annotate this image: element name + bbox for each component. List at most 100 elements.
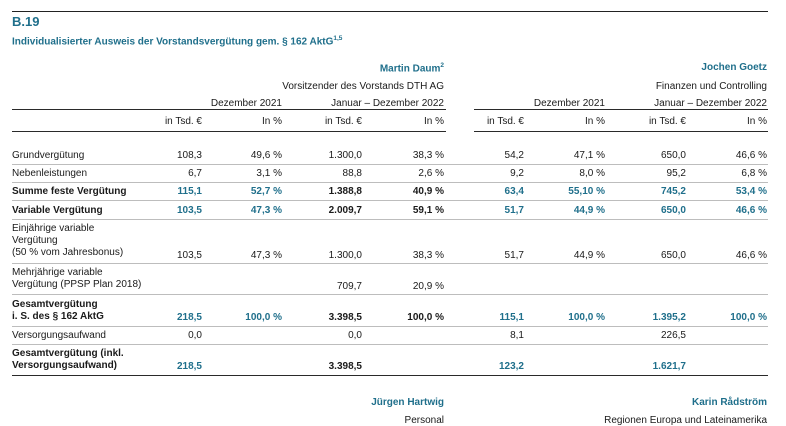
cell: 40,9 % xyxy=(412,186,444,197)
cell: 8,0 % xyxy=(579,168,605,179)
unit-tsd-1: in Tsd. € xyxy=(164,116,202,127)
cell: 47,3 % xyxy=(250,250,282,261)
cell: 100,0 % xyxy=(568,312,605,323)
cell: 100,0 % xyxy=(407,312,444,323)
cell: 1.621,7 xyxy=(652,361,686,372)
cell: 3.398,5 xyxy=(328,361,362,372)
cell: 51,7 xyxy=(504,250,524,261)
unit-tsd-2: in Tsd. € xyxy=(324,116,362,127)
row-divider xyxy=(12,294,768,295)
row-label-mehrjaehrige: Mehrjährige variable Vergütung (PPSP Pla… xyxy=(12,267,142,290)
person-name-2: Jochen Goetz xyxy=(701,62,767,73)
cell: 1.300,0 xyxy=(328,250,362,261)
cell: 709,7 xyxy=(336,281,362,292)
cell: 3,1 % xyxy=(256,168,282,179)
person-name-1: Martin Daum2 xyxy=(379,62,444,75)
cell: 650,0 xyxy=(660,205,686,216)
header-rule xyxy=(12,131,446,132)
row-divider xyxy=(12,219,768,220)
cell: 44,9 % xyxy=(573,205,605,216)
cell: 123,2 xyxy=(498,361,524,372)
cell: 218,5 xyxy=(176,312,202,323)
cell: 38,3 % xyxy=(412,250,444,261)
row-label-nebenleistungen: Nebenleistungen xyxy=(12,168,88,179)
cell: 1.300,0 xyxy=(328,150,362,161)
cell: 63,4 xyxy=(504,186,524,197)
cell: 9,2 xyxy=(510,168,524,179)
cell: 745,2 xyxy=(660,186,686,197)
cell: 46,6 % xyxy=(735,150,767,161)
cell: 55,10 % xyxy=(568,186,605,197)
row-label-versorgungsaufwand: Versorgungsaufwand xyxy=(12,330,106,341)
cell: 115,1 xyxy=(177,186,202,197)
person-name-3: Jürgen Hartwig xyxy=(371,397,444,408)
cell: 2,6 % xyxy=(418,168,444,179)
cell: 53,4 % xyxy=(735,186,767,197)
cell: 3.398,5 xyxy=(328,312,362,323)
unit-tsd-3: in Tsd. € xyxy=(486,116,524,127)
cell: 47,3 % xyxy=(250,205,282,216)
header-rule xyxy=(12,109,446,110)
cell: 46,6 % xyxy=(735,205,767,216)
cell: 650,0 xyxy=(660,250,686,261)
cell: 650,0 xyxy=(660,150,686,161)
cell: 52,7 % xyxy=(250,186,282,197)
row-label-grundverguetung: Grundvergütung xyxy=(12,150,85,161)
cell: 115,1 xyxy=(499,312,524,323)
cell: 103,5 xyxy=(176,250,202,261)
cell: 88,8 xyxy=(342,168,362,179)
row-divider xyxy=(12,326,768,327)
cell: 6,8 % xyxy=(741,168,767,179)
cell: 100,0 % xyxy=(245,312,282,323)
cell: 0,0 xyxy=(188,330,202,341)
table-bottom-rule xyxy=(12,375,768,376)
cell: 51,7 xyxy=(504,205,524,216)
row-label-gesamtverguetung: Gesamtvergütung i. S. des § 162 AktG xyxy=(12,299,104,322)
cell: 226,5 xyxy=(660,330,686,341)
top-rule xyxy=(12,11,768,12)
cell: 47,1 % xyxy=(573,150,605,161)
row-divider xyxy=(12,164,768,165)
person-role-2: Finanzen und Controlling xyxy=(655,81,767,92)
cell: 59,1 % xyxy=(412,205,444,216)
row-label-einjaehrige: Einjährige variable Vergütung (50 % vom … xyxy=(12,223,124,258)
cell: 44,9 % xyxy=(573,250,605,261)
cell: 2.009,7 xyxy=(328,205,362,216)
period-curr-2: Januar – Dezember 2022 xyxy=(654,98,767,109)
period-prev-1: Dezember 2021 xyxy=(210,98,282,109)
unit-pct-3: In % xyxy=(584,116,605,127)
cell: 46,6 % xyxy=(735,250,767,261)
cell: 103,5 xyxy=(176,205,202,216)
row-label-gesamt-inkl: Gesamtvergütung (inkl. Versorgungsaufwan… xyxy=(12,348,124,371)
person-role-1: Vorsitzender des Vorstands DTH AG xyxy=(282,81,444,92)
person-role-3: Personal xyxy=(404,415,444,426)
unit-tsd-4: in Tsd. € xyxy=(648,116,686,127)
unit-pct-1: In % xyxy=(261,116,282,127)
cell: 6,7 xyxy=(188,168,202,179)
cell: 8,1 xyxy=(510,330,524,341)
row-divider xyxy=(12,182,768,183)
cell: 38,3 % xyxy=(412,150,444,161)
cell: 0,0 xyxy=(348,330,362,341)
unit-pct-4: In % xyxy=(746,116,767,127)
row-divider xyxy=(12,344,768,345)
period-prev-2: Dezember 2021 xyxy=(533,98,605,109)
table-title: Individualisierter Ausweis der Vorstands… xyxy=(12,35,343,48)
cell: 108,3 xyxy=(176,150,202,161)
cell: 1.395,2 xyxy=(652,312,686,323)
person-role-4: Regionen Europa und Lateinamerika xyxy=(604,415,767,426)
cell: 218,5 xyxy=(176,361,202,372)
cell: 1.388,8 xyxy=(328,186,362,197)
person-name-4: Karin Rådström xyxy=(691,397,767,408)
row-divider xyxy=(12,200,768,201)
row-label-summe-feste: Summe feste Vergütung xyxy=(12,186,127,197)
header-rule xyxy=(474,131,768,132)
cell: 95,2 xyxy=(666,168,686,179)
row-divider xyxy=(12,263,768,264)
cell: 49,6 % xyxy=(250,150,282,161)
row-label-variable: Variable Vergütung xyxy=(12,205,103,216)
unit-pct-2: In % xyxy=(423,116,444,127)
cell: 54,2 xyxy=(504,150,524,161)
header-rule xyxy=(474,109,768,110)
